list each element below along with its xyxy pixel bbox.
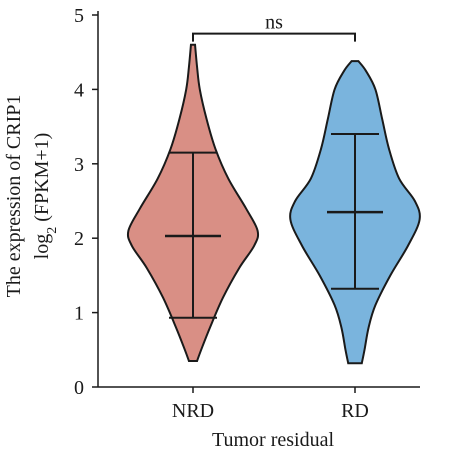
y-axis-title-line1: The expression of CRIP1 — [3, 95, 25, 298]
violin-rd — [289, 60, 421, 365]
x-tick-label: NRD — [172, 400, 214, 422]
significance-label: ns — [265, 12, 283, 34]
y-tick-label: 4 — [74, 79, 84, 101]
significance-annotation: ns — [192, 12, 356, 42]
plot-area — [126, 43, 421, 365]
y-tick-label: 2 — [74, 228, 84, 250]
y-axis-title-log: log — [31, 234, 53, 260]
y-axis-title-unit: (FPKM+1) — [31, 133, 53, 227]
x-axis-title: Tumor residual — [212, 429, 334, 451]
y-tick-label: 3 — [74, 154, 84, 176]
y-axis-title-line2: log2 (FPKM+1) — [31, 133, 60, 260]
significance-bracket — [192, 32, 356, 42]
y-tick-label: 5 — [74, 5, 84, 27]
x-axis: NRD RD — [98, 386, 420, 422]
y-axis-title-subscript: 2 — [45, 227, 60, 234]
y-tick-label: 1 — [74, 303, 84, 325]
x-tick-label: RD — [341, 400, 369, 422]
y-tick-label: 0 — [74, 377, 84, 399]
y-axis: 0 1 2 3 4 5 — [74, 5, 99, 399]
violin-nrd — [126, 43, 260, 362]
